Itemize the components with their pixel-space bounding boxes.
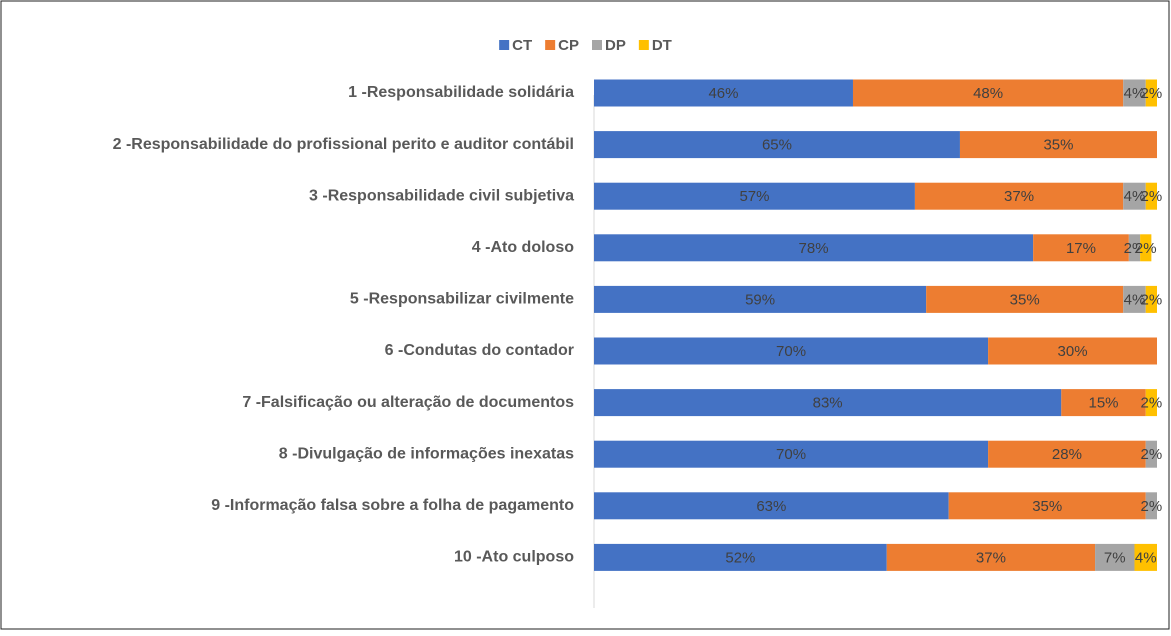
legend-swatch [545,40,556,50]
data-label: 4% [1124,291,1146,308]
category-label: 1 -Responsabilidade solidária [348,84,574,101]
bar-segment [988,337,1157,365]
bar-segment [988,440,1146,468]
data-label: 2% [1141,446,1163,463]
data-label: 7% [1104,549,1126,566]
bar-segment [594,543,887,571]
bar-segment [1033,234,1129,262]
data-label: 2% [1141,395,1163,412]
bar-segment [594,492,949,520]
category-label: 6 -Condutas do contador [385,342,574,359]
bar-segment [1145,389,1157,417]
bar-segment [594,234,1034,262]
category-label: 9 -Informação falsa sobre a folha de pag… [211,497,574,514]
bar-segment [1140,234,1152,262]
data-label: 4% [1135,549,1157,566]
bar-segment [1128,234,1141,262]
bar-segment [959,131,1157,159]
data-label: 2% [1141,498,1163,515]
data-label: 65% [762,137,792,154]
data-label: 63% [756,498,786,515]
data-label: 4% [1124,188,1146,205]
data-label: 37% [1004,188,1034,205]
data-label: 70% [776,343,806,360]
legend-label: DP [605,37,626,54]
legend-swatch [499,40,510,50]
legend-label: CP [558,37,579,54]
legend-label: DT [652,37,672,54]
data-label: 30% [1058,343,1088,360]
bar-segment [1145,492,1157,520]
bar-segment [594,131,960,159]
data-label: 28% [1052,446,1082,463]
category-label: 10 -Ato culposo [454,549,574,566]
data-label: 59% [745,291,775,308]
bar-segment [594,79,853,107]
data-label: 35% [1043,137,1073,154]
category-label: 7 -Falsificação ou alteração de document… [242,394,574,411]
data-label: 2% [1141,85,1163,102]
bar-segment [914,182,1124,210]
data-label: 78% [799,240,829,257]
data-label: 70% [776,446,806,463]
bar-segment [1095,543,1135,571]
data-label: 35% [1010,291,1040,308]
bar-segment [1123,79,1146,107]
bar-segment [594,285,927,313]
data-label: 52% [725,549,755,566]
bar-segment [1061,389,1146,417]
legend-label: CT [512,37,532,54]
data-label: 57% [739,188,769,205]
bar-segment [594,182,915,210]
category-label: 2 -Responsabilidade do profissional peri… [113,136,574,153]
data-label: 48% [973,85,1003,102]
data-label: 4% [1124,85,1146,102]
data-label: 37% [976,549,1006,566]
bar-segment [1145,440,1157,468]
data-label: 17% [1066,240,1096,257]
data-label: 35% [1032,498,1062,515]
data-label: 46% [708,85,738,102]
data-label: 2% [1124,240,1146,257]
legend-swatch [592,40,602,50]
category-label: 3 -Responsabilidade civil subjetiva [309,187,574,204]
bar-segment [1134,543,1157,571]
data-label: 83% [813,395,843,412]
bar-segment [594,389,1062,417]
bar-segment [1123,285,1146,313]
legend-swatch [638,40,649,50]
bar-segment [1123,182,1146,210]
bar-segment [852,79,1124,107]
category-label: 5 -Responsabilizar civilmente [350,291,574,308]
data-label: 2% [1135,240,1157,257]
bar-segment [948,492,1146,520]
bar-segment [1145,182,1157,210]
category-label: 4 -Ato doloso [472,239,574,256]
bar-segment [926,285,1124,313]
data-label: 2% [1141,291,1163,308]
bar-segment [1145,79,1157,107]
bar-segment [594,440,989,468]
data-label: 15% [1088,395,1118,412]
bar-segment [886,543,1096,571]
bar-segment [1145,285,1157,313]
bar-segment [594,337,989,365]
data-label: 2% [1141,188,1163,205]
category-label: 8 -Divulgação de informações inexatas [279,445,574,462]
